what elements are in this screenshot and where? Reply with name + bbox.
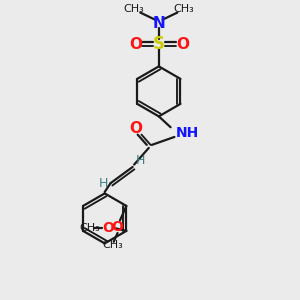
Text: CH₃: CH₃ — [80, 223, 100, 233]
Text: S: S — [153, 35, 165, 53]
Text: O: O — [112, 220, 124, 234]
Text: O: O — [176, 37, 189, 52]
Text: N: N — [152, 16, 165, 31]
Text: CH₃: CH₃ — [124, 4, 144, 14]
Text: CH₃: CH₃ — [173, 4, 194, 14]
Text: CH₃: CH₃ — [103, 240, 124, 250]
Text: O: O — [129, 37, 142, 52]
Text: NH: NH — [176, 125, 199, 140]
Text: O: O — [102, 221, 114, 235]
Text: H: H — [99, 177, 108, 190]
Text: O: O — [129, 121, 142, 136]
Text: H: H — [136, 154, 146, 167]
